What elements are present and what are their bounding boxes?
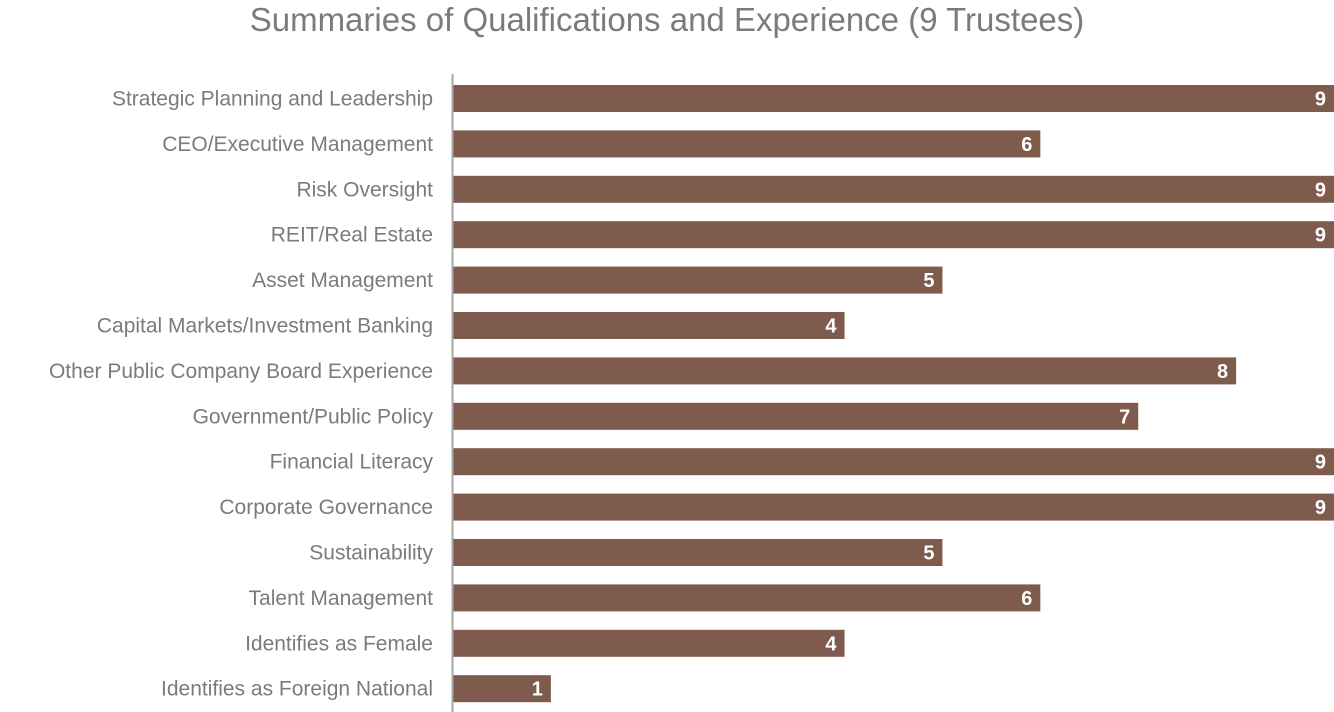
bar (453, 584, 1041, 612)
data-label: 5 (923, 270, 934, 292)
category-label: Capital Markets/Investment Banking (97, 315, 433, 338)
category-label: Strategic Planning and Leadership (112, 88, 433, 111)
data-label: 4 (825, 316, 837, 338)
category-label: REIT/Real Estate (271, 224, 433, 247)
category-label: Asset Management (252, 269, 433, 292)
data-label: 7 (1119, 406, 1130, 428)
category-label: Talent Management (249, 587, 434, 610)
data-label: 4 (825, 633, 837, 655)
bar (453, 130, 1041, 158)
category-label: Other Public Company Board Experience (49, 360, 433, 383)
category-label: Financial Literacy (270, 451, 434, 474)
data-label: 9 (1315, 89, 1326, 111)
category-label: Government/Public Policy (193, 405, 434, 428)
bar (453, 402, 1139, 430)
data-label: 6 (1021, 134, 1032, 156)
bar (453, 312, 845, 339)
bar (453, 493, 1334, 521)
data-label: 9 (1315, 497, 1326, 519)
bar (453, 85, 1334, 112)
bar (453, 175, 1334, 203)
category-label: Identifies as Female (245, 632, 433, 655)
bar (453, 539, 943, 566)
data-label: 8 (1217, 361, 1228, 383)
data-label: 1 (532, 679, 543, 701)
bars-layer: Strategic Planning and Leadership 9 CEO/Ex… (49, 85, 1334, 703)
category-label: CEO/Executive Management (162, 133, 433, 156)
bar (453, 221, 1334, 249)
data-label: 9 (1315, 452, 1326, 474)
category-label: Corporate Governance (219, 496, 433, 519)
bar (453, 266, 943, 294)
bar (453, 448, 1334, 476)
bar (453, 675, 551, 703)
data-label: 6 (1021, 588, 1032, 610)
bar (453, 357, 1237, 385)
data-label: 9 (1315, 225, 1326, 247)
chart-title: Summaries of Qualifications and Experien… (249, 1, 1085, 38)
data-label: 5 (923, 543, 934, 565)
bar (453, 629, 845, 657)
data-label: 9 (1315, 179, 1326, 201)
category-label: Risk Oversight (296, 178, 433, 201)
category-label: Sustainability (309, 542, 433, 565)
category-label: Identifies as Foreign National (161, 678, 433, 701)
